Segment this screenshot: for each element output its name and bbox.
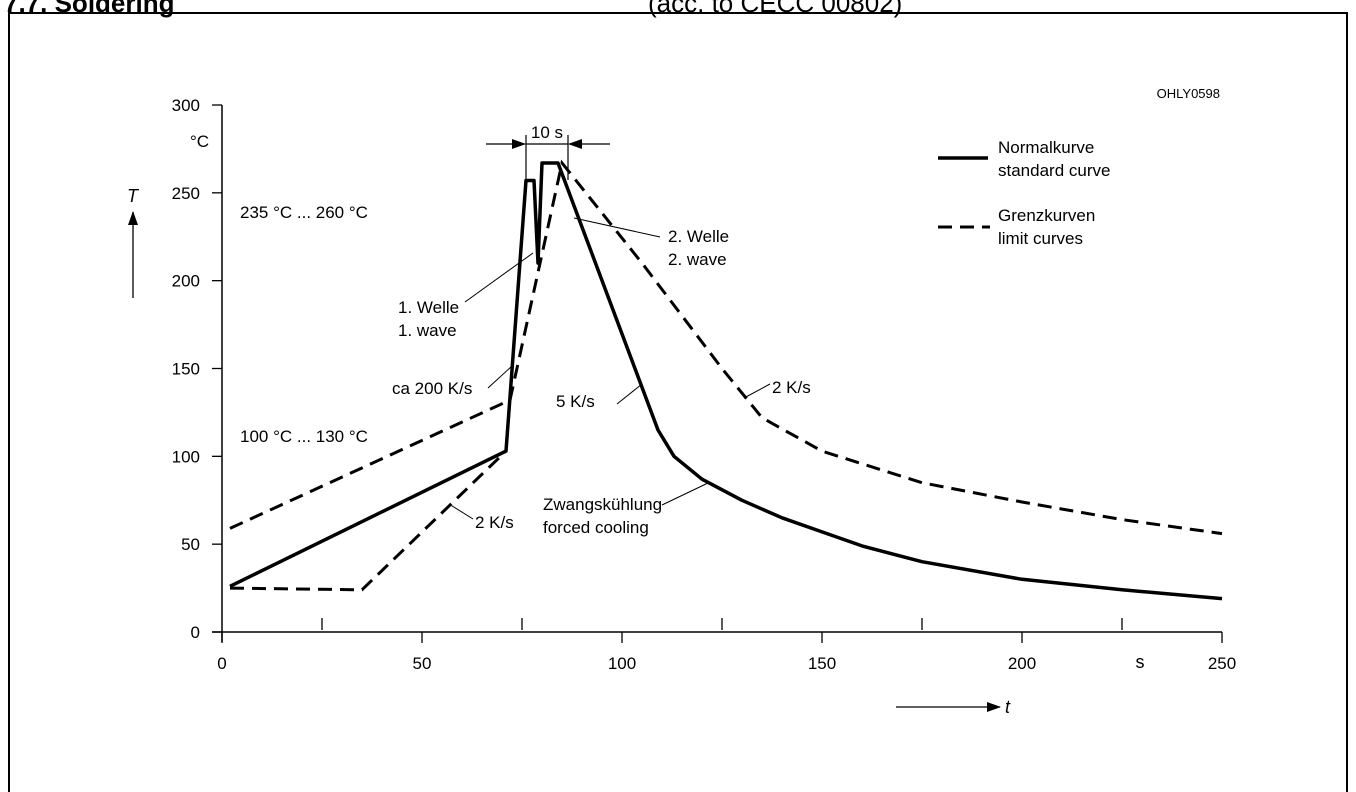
wave1-label-de: 1. Welle (398, 298, 459, 317)
forced-cooling-leader (661, 482, 709, 506)
preheat-limit-leader (448, 503, 474, 520)
x-unit-label: s (1136, 652, 1145, 672)
x-tick-label: 250 (1208, 654, 1236, 673)
y-tick-label: 150 (172, 360, 200, 379)
figure-frame (8, 12, 1348, 792)
legend-solid-label-de: Normalkurve (998, 138, 1094, 157)
cooling-std-leader (616, 383, 643, 405)
y-axis-label: T (127, 186, 140, 206)
series-limit-lower (229, 450, 508, 592)
x-tick-label: 200 (1008, 654, 1036, 673)
series-standard-curve (229, 161, 1223, 601)
series-limit-upper (229, 159, 1223, 536)
heating-rate-label: ca 200 K/s (392, 379, 472, 398)
wave1-leader (464, 252, 534, 303)
wave2-leader (573, 217, 661, 238)
y-tick-label: 300 (172, 96, 200, 115)
duration-marker (486, 135, 610, 180)
y-tick-label: 0 (191, 623, 200, 642)
wave1-label-en: 1. wave (398, 321, 457, 340)
y-tick-label: 50 (181, 535, 200, 554)
y-tick-label: 250 (172, 184, 200, 203)
x-tick-label: 50 (413, 654, 432, 673)
x-tick-label: 0 (217, 654, 226, 673)
forced-cooling-label-de: Zwangskühlung (543, 495, 662, 514)
legend: Normalkurve standard curve Grenzkurven l… (938, 138, 1110, 248)
wave2-label-de: 2. Welle (668, 227, 729, 246)
cooling-limit-leader (743, 383, 771, 399)
axis-code-label: OHLY0598 (1157, 86, 1220, 101)
x-tick-label: 100 (608, 654, 636, 673)
legend-solid-label-en: standard curve (998, 161, 1110, 180)
cooling-limit-rate-label: 2 K/s (772, 378, 811, 397)
heating-rate-leader (487, 365, 513, 389)
legend-dashed-label-en: limit curves (998, 229, 1083, 248)
duration-label: 10 s (531, 123, 563, 142)
x-tick-label: 150 (808, 654, 836, 673)
y-unit-label: °C (190, 132, 209, 151)
legend-dashed-label-de: Grenzkurven (998, 206, 1095, 225)
y-tick-label: 200 (172, 272, 200, 291)
peak-range-label: 235 °C ... 260 °C (240, 203, 368, 222)
forced-cooling-label-en: forced cooling (543, 518, 649, 537)
wave2-label-en: 2. wave (668, 250, 727, 269)
preheat-range-label: 100 °C ... 130 °C (240, 427, 368, 446)
y-tick-label: 100 (172, 447, 200, 466)
preheat-limit-rate-label: 2 K/s (475, 513, 514, 532)
cooling-std-rate-label: 5 K/s (556, 392, 595, 411)
x-axis-label: t (1005, 697, 1011, 717)
